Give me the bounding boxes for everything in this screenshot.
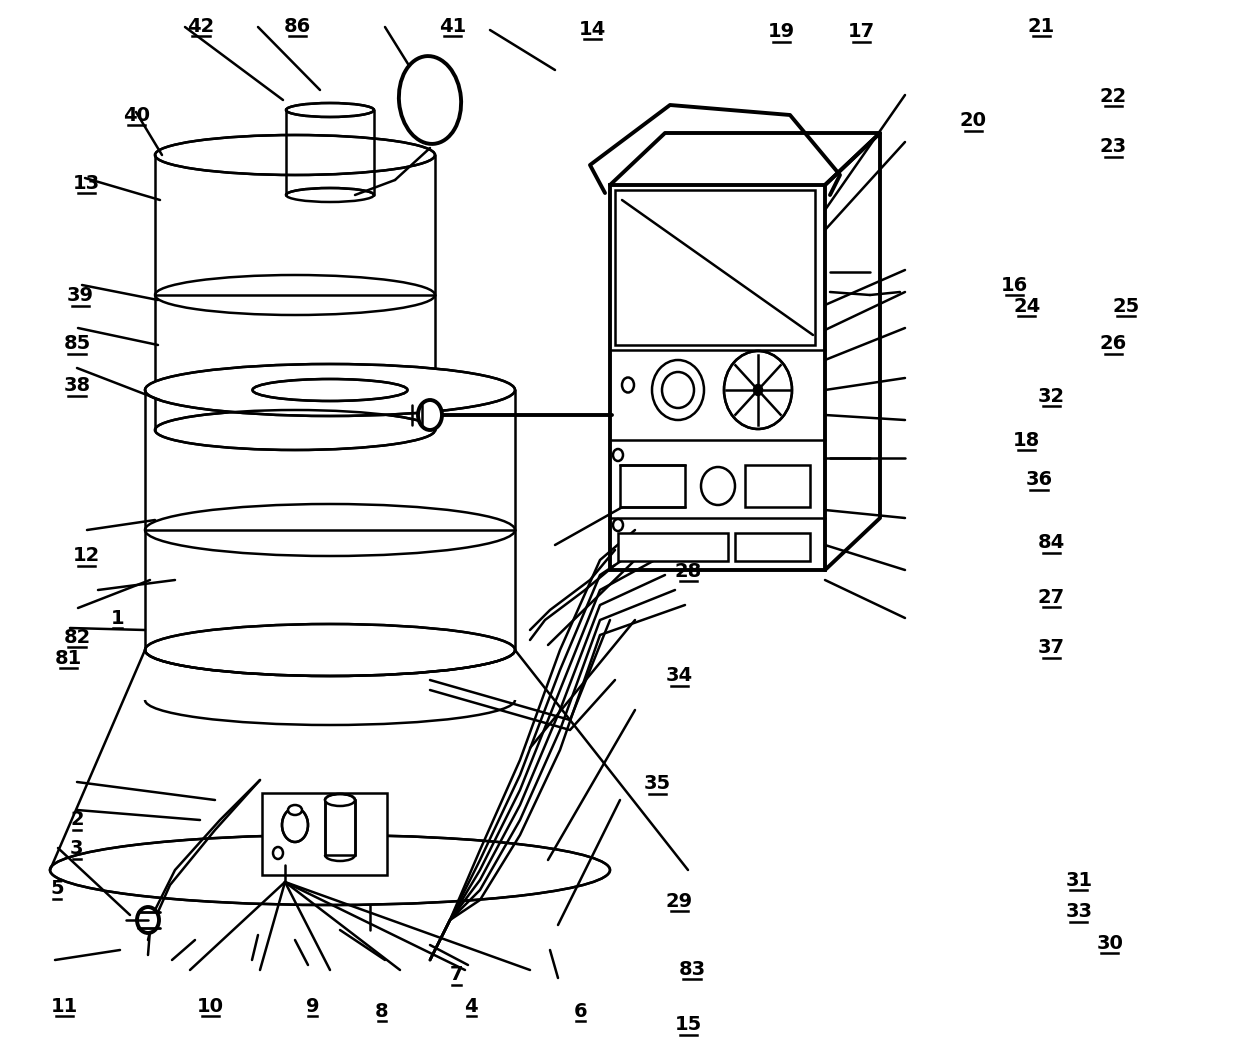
- Text: 83: 83: [678, 960, 706, 979]
- Bar: [745, 465, 810, 507]
- Text: 4: 4: [465, 997, 477, 1016]
- Ellipse shape: [286, 188, 374, 202]
- Text: 3: 3: [71, 839, 83, 858]
- Text: 20: 20: [960, 111, 987, 130]
- Text: 16: 16: [1001, 276, 1028, 294]
- Text: 14: 14: [579, 20, 606, 39]
- Text: 17: 17: [848, 22, 875, 41]
- Ellipse shape: [145, 624, 515, 676]
- Text: 27: 27: [1038, 588, 1065, 607]
- Text: 19: 19: [768, 22, 795, 41]
- Text: 85: 85: [63, 334, 91, 353]
- Ellipse shape: [281, 808, 308, 842]
- Text: 10: 10: [197, 997, 224, 1016]
- Text: 11: 11: [51, 997, 78, 1016]
- Text: 32: 32: [1038, 387, 1065, 406]
- Text: 36: 36: [1025, 471, 1053, 489]
- Ellipse shape: [145, 364, 515, 416]
- Ellipse shape: [399, 57, 461, 144]
- Text: 86: 86: [284, 17, 311, 36]
- Text: 38: 38: [63, 376, 91, 395]
- Ellipse shape: [50, 835, 610, 905]
- Ellipse shape: [724, 351, 792, 429]
- Text: 15: 15: [675, 1016, 702, 1034]
- Text: 37: 37: [1038, 638, 1065, 657]
- Ellipse shape: [754, 385, 763, 395]
- Text: 22: 22: [1100, 87, 1127, 106]
- Text: 21: 21: [1028, 17, 1055, 36]
- Text: 30: 30: [1096, 934, 1123, 953]
- Text: 25: 25: [1112, 297, 1140, 315]
- Text: 35: 35: [644, 774, 671, 793]
- Text: 18: 18: [1013, 431, 1040, 450]
- Text: 1: 1: [112, 609, 124, 628]
- Text: 24: 24: [1013, 297, 1040, 315]
- Bar: [618, 533, 728, 561]
- Ellipse shape: [325, 794, 355, 806]
- Text: 81: 81: [55, 649, 82, 668]
- Bar: [615, 190, 815, 345]
- Text: 34: 34: [666, 667, 693, 685]
- Bar: [620, 465, 684, 507]
- Text: 6: 6: [574, 1002, 587, 1021]
- Text: 42: 42: [187, 17, 215, 36]
- Text: 7: 7: [450, 965, 463, 984]
- Text: 39: 39: [67, 286, 94, 305]
- Ellipse shape: [701, 467, 735, 505]
- Text: 2: 2: [71, 810, 83, 829]
- Bar: [262, 793, 387, 875]
- Ellipse shape: [652, 361, 704, 420]
- Text: 29: 29: [666, 892, 693, 911]
- Ellipse shape: [253, 379, 408, 401]
- Ellipse shape: [286, 103, 374, 117]
- Text: 84: 84: [1038, 533, 1065, 552]
- Text: 82: 82: [63, 628, 91, 647]
- Ellipse shape: [155, 135, 435, 175]
- Text: 26: 26: [1100, 334, 1127, 353]
- Text: 12: 12: [73, 546, 100, 565]
- Ellipse shape: [418, 400, 441, 430]
- Text: 28: 28: [675, 562, 702, 581]
- Text: 5: 5: [51, 879, 63, 898]
- Ellipse shape: [136, 907, 159, 933]
- Ellipse shape: [288, 805, 303, 815]
- Ellipse shape: [155, 410, 435, 450]
- Bar: [735, 533, 810, 561]
- Bar: [325, 800, 355, 855]
- Text: 23: 23: [1100, 137, 1127, 156]
- Text: 41: 41: [439, 17, 466, 36]
- Text: 33: 33: [1065, 902, 1092, 921]
- Ellipse shape: [622, 377, 634, 393]
- Bar: [610, 185, 825, 570]
- Text: 13: 13: [73, 174, 100, 193]
- Text: 9: 9: [306, 997, 319, 1016]
- Text: 8: 8: [376, 1002, 388, 1021]
- Text: 31: 31: [1065, 871, 1092, 890]
- Text: 40: 40: [123, 106, 150, 125]
